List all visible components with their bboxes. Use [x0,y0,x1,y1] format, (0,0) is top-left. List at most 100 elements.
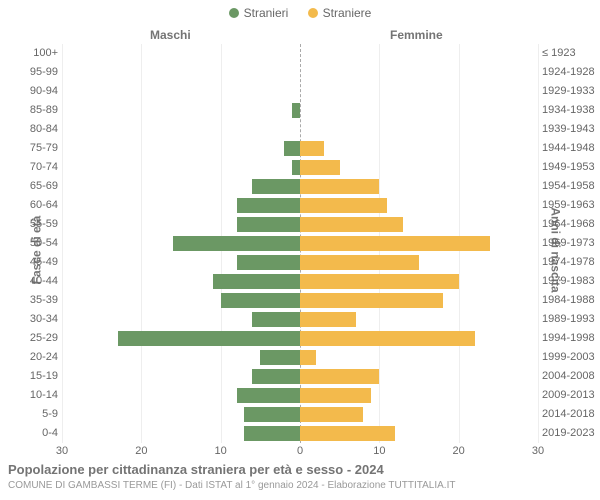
bar-female [300,350,316,365]
bar-male [237,388,300,403]
bar-male [252,179,300,194]
bar-female [300,141,324,156]
bar-male [284,141,300,156]
bar-male [237,255,300,270]
age-label: 40-44 [2,272,58,291]
birth-year-label: 1969-1973 [542,234,600,253]
bar-male [292,103,300,118]
age-label: 15-19 [2,367,58,386]
bar-female [300,331,475,346]
chart-area: 3020100102030100+≤ 192395-991924-192890-… [62,44,538,444]
bar-male [292,160,300,175]
chart-title: Popolazione per cittadinanza straniera p… [8,462,384,477]
bar-male [244,407,300,422]
pyramid-row [62,405,538,424]
column-title-female: Femmine [390,28,443,42]
x-tick-label: 0 [285,445,315,457]
age-label: 95-99 [2,63,58,82]
birth-year-label: 1984-1988 [542,291,600,310]
pyramid-row [62,253,538,272]
bar-female [300,236,490,251]
birth-year-label: 1939-1943 [542,120,600,139]
bar-male [237,217,300,232]
age-label: 5-9 [2,405,58,424]
birth-year-label: 1964-1968 [542,215,600,234]
bar-female [300,274,459,289]
legend-item-male: Stranieri [229,6,289,20]
x-tick-label: 30 [523,445,553,457]
age-label: 85-89 [2,101,58,120]
bar-male [118,331,300,346]
age-label: 90-94 [2,82,58,101]
age-label: 70-74 [2,158,58,177]
legend-item-female: Straniere [308,6,372,20]
pyramid-row [62,272,538,291]
bar-male [252,312,300,327]
grid-line [538,44,539,443]
bar-male [252,369,300,384]
age-label: 80-84 [2,120,58,139]
bar-female [300,255,419,270]
age-label: 30-34 [2,310,58,329]
bar-female [300,407,363,422]
pyramid-row [62,158,538,177]
bar-female [300,179,379,194]
pyramid-row [62,120,538,139]
pyramid-row [62,177,538,196]
bar-female [300,160,340,175]
x-tick-label: 20 [444,445,474,457]
pyramid-row [62,82,538,101]
bar-female [300,293,443,308]
pyramid-row [62,310,538,329]
birth-year-label: 2004-2008 [542,367,600,386]
birth-year-label: 1954-1958 [542,177,600,196]
bar-male [221,293,300,308]
birth-year-label: 2009-2013 [542,386,600,405]
birth-year-label: 1949-1953 [542,158,600,177]
pyramid-row [62,44,538,63]
legend-label-female: Straniere [323,6,372,20]
birth-year-label: 1924-1928 [542,63,600,82]
chart-subtitle: COMUNE DI GAMBASSI TERME (FI) - Dati IST… [8,480,455,491]
pyramid-row [62,63,538,82]
age-label: 65-69 [2,177,58,196]
age-label: 55-59 [2,215,58,234]
bar-male [213,274,300,289]
legend-swatch-female [308,8,318,18]
bar-female [300,426,395,441]
age-label: 50-54 [2,234,58,253]
age-label: 75-79 [2,139,58,158]
pyramid-row [62,196,538,215]
x-tick-label: 20 [126,445,156,457]
pyramid-row [62,215,538,234]
birth-year-label: ≤ 1923 [542,44,600,63]
birth-year-label: 1979-1983 [542,272,600,291]
legend-swatch-male [229,8,239,18]
birth-year-label: 1934-1938 [542,101,600,120]
pyramid-row [62,348,538,367]
pyramid-row [62,386,538,405]
birth-year-label: 1974-1978 [542,253,600,272]
legend-label-male: Stranieri [244,6,289,20]
age-label: 10-14 [2,386,58,405]
bar-male [244,426,300,441]
bar-female [300,217,403,232]
birth-year-label: 1999-2003 [542,348,600,367]
pyramid-row [62,234,538,253]
age-label: 35-39 [2,291,58,310]
bar-female [300,198,387,213]
pyramid-row [62,139,538,158]
birth-year-label: 2019-2023 [542,424,600,443]
bar-male [260,350,300,365]
age-label: 25-29 [2,329,58,348]
x-tick-label: 10 [364,445,394,457]
birth-year-label: 1994-1998 [542,329,600,348]
x-tick-label: 10 [206,445,236,457]
bar-female [300,369,379,384]
age-label: 60-64 [2,196,58,215]
birth-year-label: 1989-1993 [542,310,600,329]
bar-female [300,312,356,327]
bar-male [237,198,300,213]
x-tick-label: 30 [47,445,77,457]
column-title-male: Maschi [150,28,191,42]
